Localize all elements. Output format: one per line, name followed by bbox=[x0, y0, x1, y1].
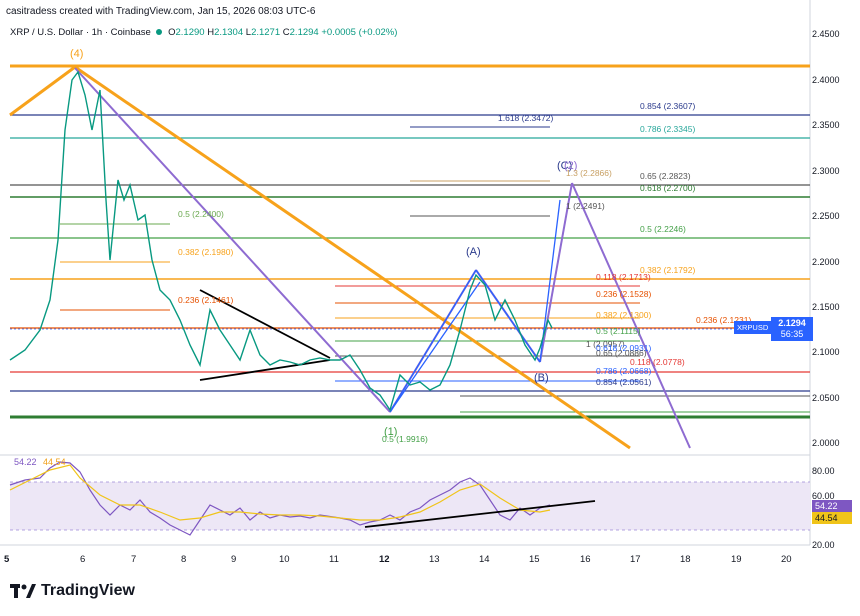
fib-label: 0.5 (1.9916) bbox=[382, 434, 428, 444]
y-tick: 2.4500 bbox=[812, 29, 840, 39]
change-value: +0.0005 (+0.02%) bbox=[321, 27, 398, 38]
rsi-y-tick: 60.00 bbox=[812, 491, 835, 501]
fib-label: 0.786 (2.3345) bbox=[640, 124, 696, 134]
logo-text: TradingView bbox=[41, 582, 135, 599]
fib-label: 0.854 (2.0561) bbox=[596, 377, 652, 387]
current-price-tag: XRPUSD 2.1294 56:35 bbox=[734, 317, 813, 341]
open-label: O bbox=[168, 27, 176, 38]
tradingview-logo[interactable]: TradingView bbox=[10, 582, 135, 600]
market-status-dot bbox=[156, 29, 163, 35]
fib-label: 0.854 (2.3607) bbox=[640, 101, 696, 111]
fib-label: 0.65 (2.2823) bbox=[640, 171, 691, 181]
tradingview-logo-icon bbox=[10, 584, 36, 598]
x-tick: 13 bbox=[429, 554, 440, 565]
fib-label: 0.5 (2.1115) bbox=[596, 326, 641, 336]
rsi-y-tick: 20.00 bbox=[812, 540, 835, 550]
x-tick: 9 bbox=[231, 554, 237, 565]
fib-label: 0.118 (2.1713) bbox=[596, 272, 651, 282]
y-tick: 2.2500 bbox=[812, 211, 840, 221]
y-tick: 2.1500 bbox=[812, 302, 840, 312]
y-tick: 2.4000 bbox=[812, 75, 840, 85]
close-label: C bbox=[282, 27, 290, 38]
low-label: L bbox=[245, 27, 252, 38]
y-tick: 2.2000 bbox=[812, 257, 840, 267]
wave-label-b: (B) bbox=[534, 372, 549, 384]
x-tick: 10 bbox=[279, 554, 290, 565]
x-tick: 15 bbox=[529, 554, 540, 565]
y-tick: 2.1000 bbox=[812, 347, 840, 357]
rsi-ma-tag: 44.54 bbox=[812, 512, 852, 524]
x-tick: 8 bbox=[181, 554, 187, 565]
fib-label: 0.382 (2.1300) bbox=[596, 310, 652, 320]
x-tick: 16 bbox=[580, 554, 591, 565]
wave-label-1: (1) bbox=[384, 426, 398, 438]
fib-label: 1 (2.0957) bbox=[586, 339, 625, 349]
fib-label: 1 (2.2491) bbox=[566, 201, 605, 211]
high-value: 2.1304 bbox=[214, 27, 244, 38]
fib-label: 1.3 (2.2866) bbox=[566, 168, 612, 178]
chart-attribution: casitradess created with TradingView.com… bbox=[6, 6, 316, 17]
symbol-title[interactable]: XRP / U.S. Dollar · 1h · Coinbase bbox=[10, 27, 151, 38]
fib-label: 0.236 (2.1231) bbox=[696, 315, 752, 325]
fib-label: 0.236 (2.1461) bbox=[178, 295, 234, 305]
fib-label: 0.118 (2.0778) bbox=[630, 357, 685, 367]
fib-label: 0.5 (2.2400) bbox=[178, 209, 224, 219]
rsi-value-tag: 54.22 bbox=[812, 500, 852, 512]
open-value: 2.1290 bbox=[175, 27, 205, 38]
fib-label: 0.382 (2.1792) bbox=[640, 265, 696, 275]
current-price: 2.1294 bbox=[778, 318, 806, 328]
wave-label-2: (2) bbox=[564, 160, 578, 172]
y-tick: 2.0500 bbox=[812, 393, 840, 403]
close-value: 2.1294 bbox=[289, 27, 319, 38]
x-tick: 20 bbox=[781, 554, 792, 565]
fib-label: 0.236 (2.1528) bbox=[596, 289, 652, 299]
x-tick: 11 bbox=[329, 554, 339, 565]
fib-label: 0.5 (2.2246) bbox=[640, 224, 686, 234]
fib-label: 0.65 (2.0886) bbox=[596, 348, 647, 358]
x-tick: 6 bbox=[80, 554, 86, 565]
y-tick: 2.3000 bbox=[812, 166, 840, 176]
x-tick: 19 bbox=[731, 554, 742, 565]
wave-label-4: (4) bbox=[70, 48, 84, 60]
low-value: 2.1271 bbox=[251, 27, 281, 38]
rsi-legend: 54.22 44.54 bbox=[14, 457, 66, 467]
x-tick: 12 bbox=[379, 554, 390, 565]
rsi-legend-value: 54.22 bbox=[14, 457, 37, 467]
y-tick: 2.0000 bbox=[812, 438, 840, 448]
rsi-legend-ma: 44.54 bbox=[43, 457, 66, 467]
wave-label-c: (C) bbox=[557, 160, 573, 172]
y-tick: 2.3500 bbox=[812, 120, 840, 130]
high-label: H bbox=[207, 27, 215, 38]
fib-label: 1.618 (2.3472) bbox=[498, 113, 554, 123]
fib-label: 0.786 (2.0668) bbox=[596, 366, 652, 376]
fib-label: 0.618 (2.0931) bbox=[596, 343, 652, 353]
symbol-legend: XRP / U.S. Dollar · 1h · Coinbase O2.129… bbox=[10, 27, 397, 38]
x-tick: 17 bbox=[630, 554, 641, 565]
x-tick: 18 bbox=[680, 554, 691, 565]
fib-label: 0.618 (2.2700) bbox=[640, 183, 696, 193]
x-tick: 7 bbox=[131, 554, 137, 565]
bar-countdown: 56:35 bbox=[780, 329, 804, 339]
rsi-y-tick: 80.00 bbox=[812, 466, 835, 476]
symbol-tag: XRPUSD bbox=[734, 321, 772, 334]
x-tick: 14 bbox=[479, 554, 490, 565]
x-tick: 5 bbox=[4, 554, 10, 565]
fib-label: 0.382 (2.1980) bbox=[178, 247, 234, 257]
wave-label-a: (A) bbox=[466, 246, 481, 258]
